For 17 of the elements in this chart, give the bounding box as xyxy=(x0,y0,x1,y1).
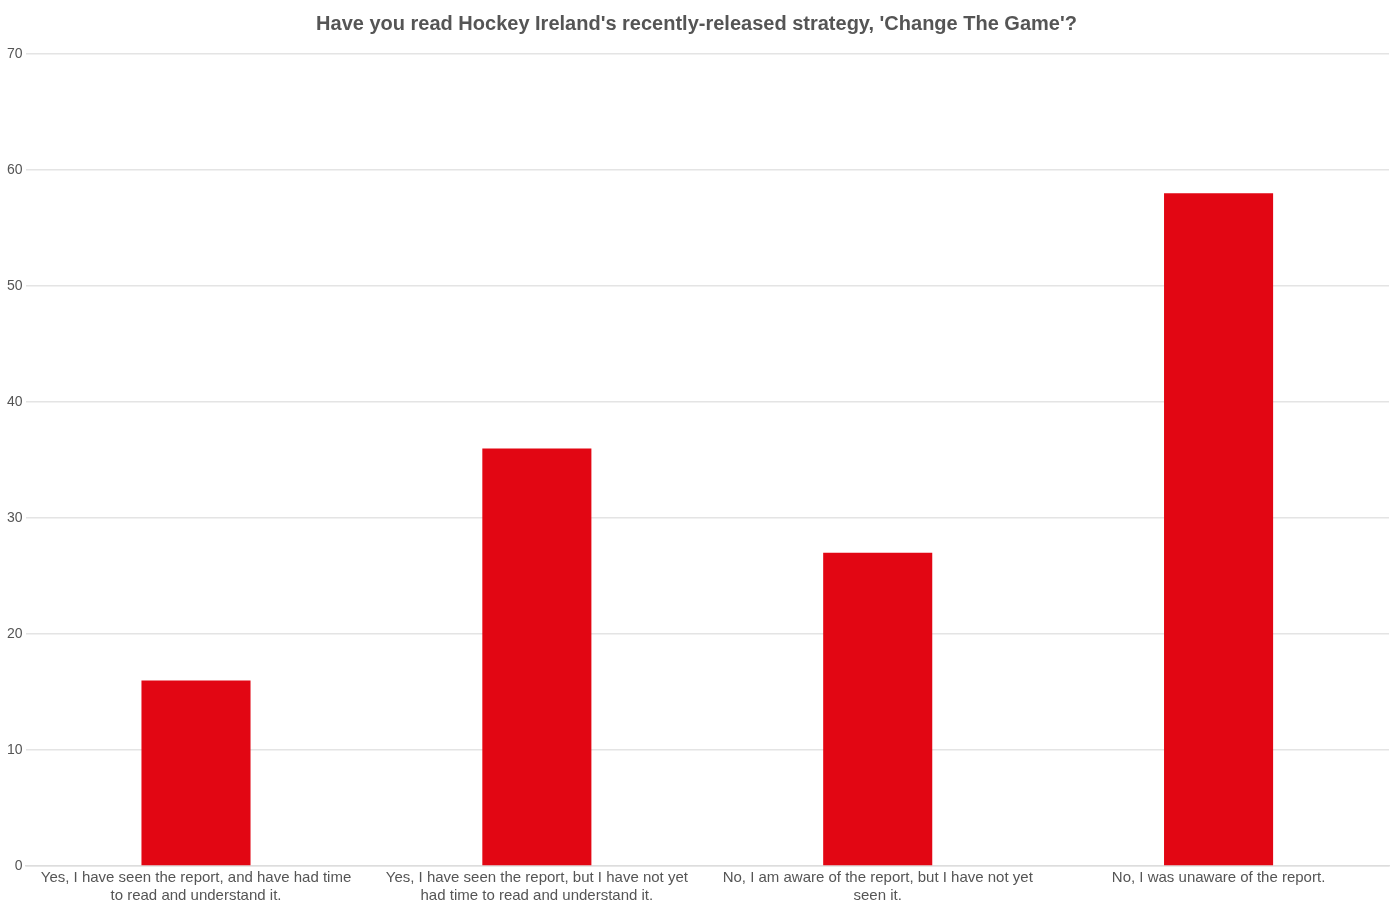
y-tick-label: 0 xyxy=(14,856,23,873)
bar xyxy=(823,552,933,866)
y-tick-label: 50 xyxy=(6,276,23,293)
bar xyxy=(141,680,251,866)
y-tick-label: 20 xyxy=(6,624,23,641)
y-tick-label: 40 xyxy=(6,392,23,409)
y-tick-label: 30 xyxy=(6,508,23,525)
chart-title: Have you read Hockey Ireland's recently-released strategy, 'Change The Game'? xyxy=(316,11,1077,34)
y-tick-label: 70 xyxy=(6,44,23,61)
y-tick-label: 10 xyxy=(6,740,23,757)
x-tick-label: No, I was unaware of the report. xyxy=(1111,868,1326,886)
bar xyxy=(482,448,592,866)
x-tick-label: Yes, I have seen the report, but I have not yet had time to read and understand it. xyxy=(385,868,689,904)
bar xyxy=(1164,193,1274,866)
y-tick-label: 60 xyxy=(6,160,23,177)
x-tick-label: Yes, I have seen the report, and have had time to read and understand it. xyxy=(40,868,352,904)
x-tick-label: No, I am aware of the report, but I have not yet seen it. xyxy=(722,868,1034,904)
